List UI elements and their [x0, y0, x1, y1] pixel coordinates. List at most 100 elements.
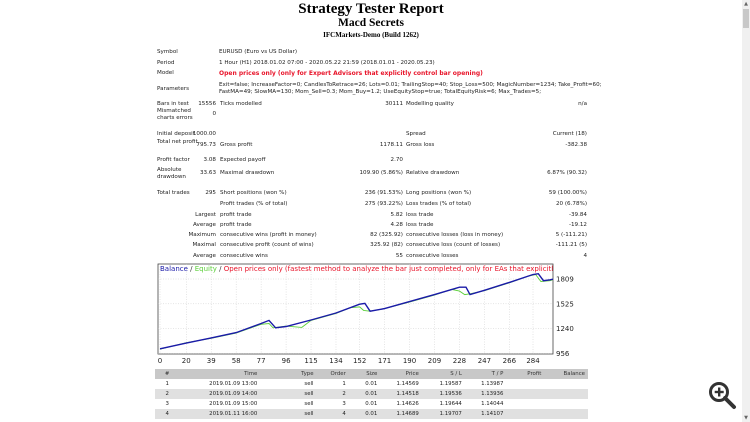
stat-value: 0: [212, 111, 216, 117]
table-cell: [506, 389, 545, 399]
column-header[interactable]: Balance: [544, 369, 588, 379]
column-header[interactable]: Type: [260, 369, 317, 379]
stat-label: Relative drawdown: [406, 170, 460, 176]
legend-sep2: /: [217, 265, 224, 273]
table-cell: 1.14107: [464, 409, 507, 419]
column-header[interactable]: Size: [348, 369, 381, 379]
stat-label: consecutive wins: [220, 253, 268, 259]
stat-value: -382.38: [565, 142, 587, 148]
symbol-label: Symbol: [157, 49, 178, 55]
period-value: 1 Hour (H1) 2018.01.02 07:00 - 2020.05.2…: [219, 60, 435, 66]
x-tick-label: 247: [478, 357, 491, 365]
table-cell: 1: [165, 381, 169, 387]
model-value: Open prices only (only for Expert Adviso…: [219, 70, 483, 77]
zoom-in-icon[interactable]: [707, 380, 737, 410]
table-cell: 1.19587: [439, 381, 462, 387]
stat-value: 4: [583, 253, 587, 259]
legend-note: Open prices only (fastest method to anal…: [224, 265, 577, 273]
vertical-scrollbar[interactable]: ▲ ▼: [742, 0, 750, 422]
y-tick-label: 1240: [556, 325, 574, 333]
scroll-down-icon[interactable]: ▼: [744, 415, 748, 421]
y-tick-label: 1809: [556, 276, 574, 284]
column-header[interactable]: Profit: [506, 369, 545, 379]
stat-value: 1178.11: [379, 142, 403, 148]
server-build: IFCMarkets-Demo (Build 1262): [323, 31, 419, 39]
x-tick-label: 209: [428, 357, 441, 365]
legend-equity: Equity: [195, 265, 217, 273]
table-cell: 2: [316, 389, 349, 399]
table-cell: [544, 399, 588, 409]
x-tick-label: 171: [378, 357, 391, 365]
model-label: Model: [157, 70, 174, 76]
stat-value: -19.12: [568, 222, 587, 228]
table-cell: sell: [260, 389, 317, 399]
column-header[interactable]: T / P: [464, 369, 507, 379]
x-tick-label: 266: [503, 357, 517, 365]
table-cell: 2019.01.09 15:00: [209, 401, 258, 407]
table-cell: [506, 379, 544, 389]
stat-value: 55: [395, 253, 403, 259]
stat-value: 30111: [385, 101, 403, 107]
table-cell: 1.19707: [421, 409, 465, 419]
stat-value: n/a: [578, 101, 587, 107]
x-tick-label: 96: [282, 357, 291, 365]
column-header[interactable]: Order: [316, 369, 349, 379]
table-cell: 4: [316, 409, 349, 419]
table-cell: 3: [342, 401, 346, 407]
x-tick-label: 152: [353, 357, 366, 365]
column-header[interactable]: Price: [380, 369, 422, 379]
table-cell: [544, 409, 588, 419]
symbol-value: EURUSD (Euro vs US Dollar): [219, 49, 298, 55]
table-row[interactable]: 4 2019.01.11 16:00 sell 4 0.01 1.14689 1.19707…: [155, 409, 588, 419]
x-tick-label: 0: [158, 357, 162, 365]
table-cell: 1.14689: [380, 409, 422, 419]
table-cell: 1.14569: [396, 381, 419, 387]
stat-label: consecutive losses: [406, 253, 459, 259]
stat-value: 325.92 (82): [370, 242, 403, 248]
stat-value: 275 (93.22%): [364, 201, 403, 207]
table-row[interactable]: 3 2019.01.09 15:00 sell 3 0.01 1.14626 1.19644…: [155, 399, 588, 409]
plot-frame: [157, 263, 554, 355]
stat-label: Mismatched charts errors: [157, 108, 193, 121]
stat-label: loss trade: [406, 222, 434, 228]
table-cell: 1: [342, 381, 346, 387]
stat-value: 5.82: [390, 212, 403, 218]
stat-label: loss trade: [406, 212, 434, 218]
stat-value: 6.87% (90.32): [547, 170, 587, 176]
table-cell: 1.13987: [481, 381, 504, 387]
expert-name: Macd Secrets: [338, 17, 404, 29]
column-header[interactable]: #: [155, 369, 180, 379]
stat-label: Ticks modelled: [220, 101, 262, 107]
table-cell: 1.14044: [481, 401, 504, 407]
x-tick-label: 77: [257, 357, 266, 365]
column-header[interactable]: Time: [179, 369, 261, 379]
table-cell: sell: [260, 409, 317, 419]
table-cell: 0.01: [348, 389, 381, 399]
parameters-label: Parameters: [157, 86, 190, 92]
table-cell: [506, 409, 545, 419]
column-header[interactable]: S / L: [421, 369, 465, 379]
stat-value: 4.28: [390, 222, 403, 228]
chart-legend: Balance / Equity / Open prices only (fas…: [160, 265, 577, 273]
x-tick-label: 284: [526, 357, 540, 365]
stat-label: Gross loss: [406, 142, 435, 148]
stat-label: consecutive losses (loss in money): [406, 232, 504, 238]
table-cell: 1.19644: [439, 401, 462, 407]
table-row[interactable]: 2 2019.01.09 14:00 sell 2 0.01 1.14518 1.19536…: [155, 389, 588, 399]
table-cell: 2019.01.09 13:00: [209, 381, 258, 387]
stat-label: Profit trades (% of total): [220, 201, 288, 207]
stat-label: Total trades: [157, 190, 190, 196]
table-row[interactable]: 1 2019.01.09 13:00 sell 1 0.01 1.14569 1.19587…: [155, 379, 588, 389]
stat-value: Average: [193, 253, 216, 259]
scroll-up-icon[interactable]: ▲: [744, 1, 748, 7]
stat-value: Average: [193, 222, 216, 228]
stat-value: 3.08: [203, 157, 216, 163]
scrollbar-thumb[interactable]: [743, 9, 749, 28]
table-cell: 2019.01.09 14:00: [179, 389, 261, 399]
table-cell: 0.01: [348, 409, 381, 419]
stat-label: profit trade: [220, 212, 252, 218]
stat-value: 109.90 (5.86%): [359, 170, 404, 176]
stat-label: Spread: [406, 131, 426, 137]
balance-chart: 0 20 39 58 77 96 115 134 152 171 190 209 228 247 266 28…: [157, 263, 577, 365]
